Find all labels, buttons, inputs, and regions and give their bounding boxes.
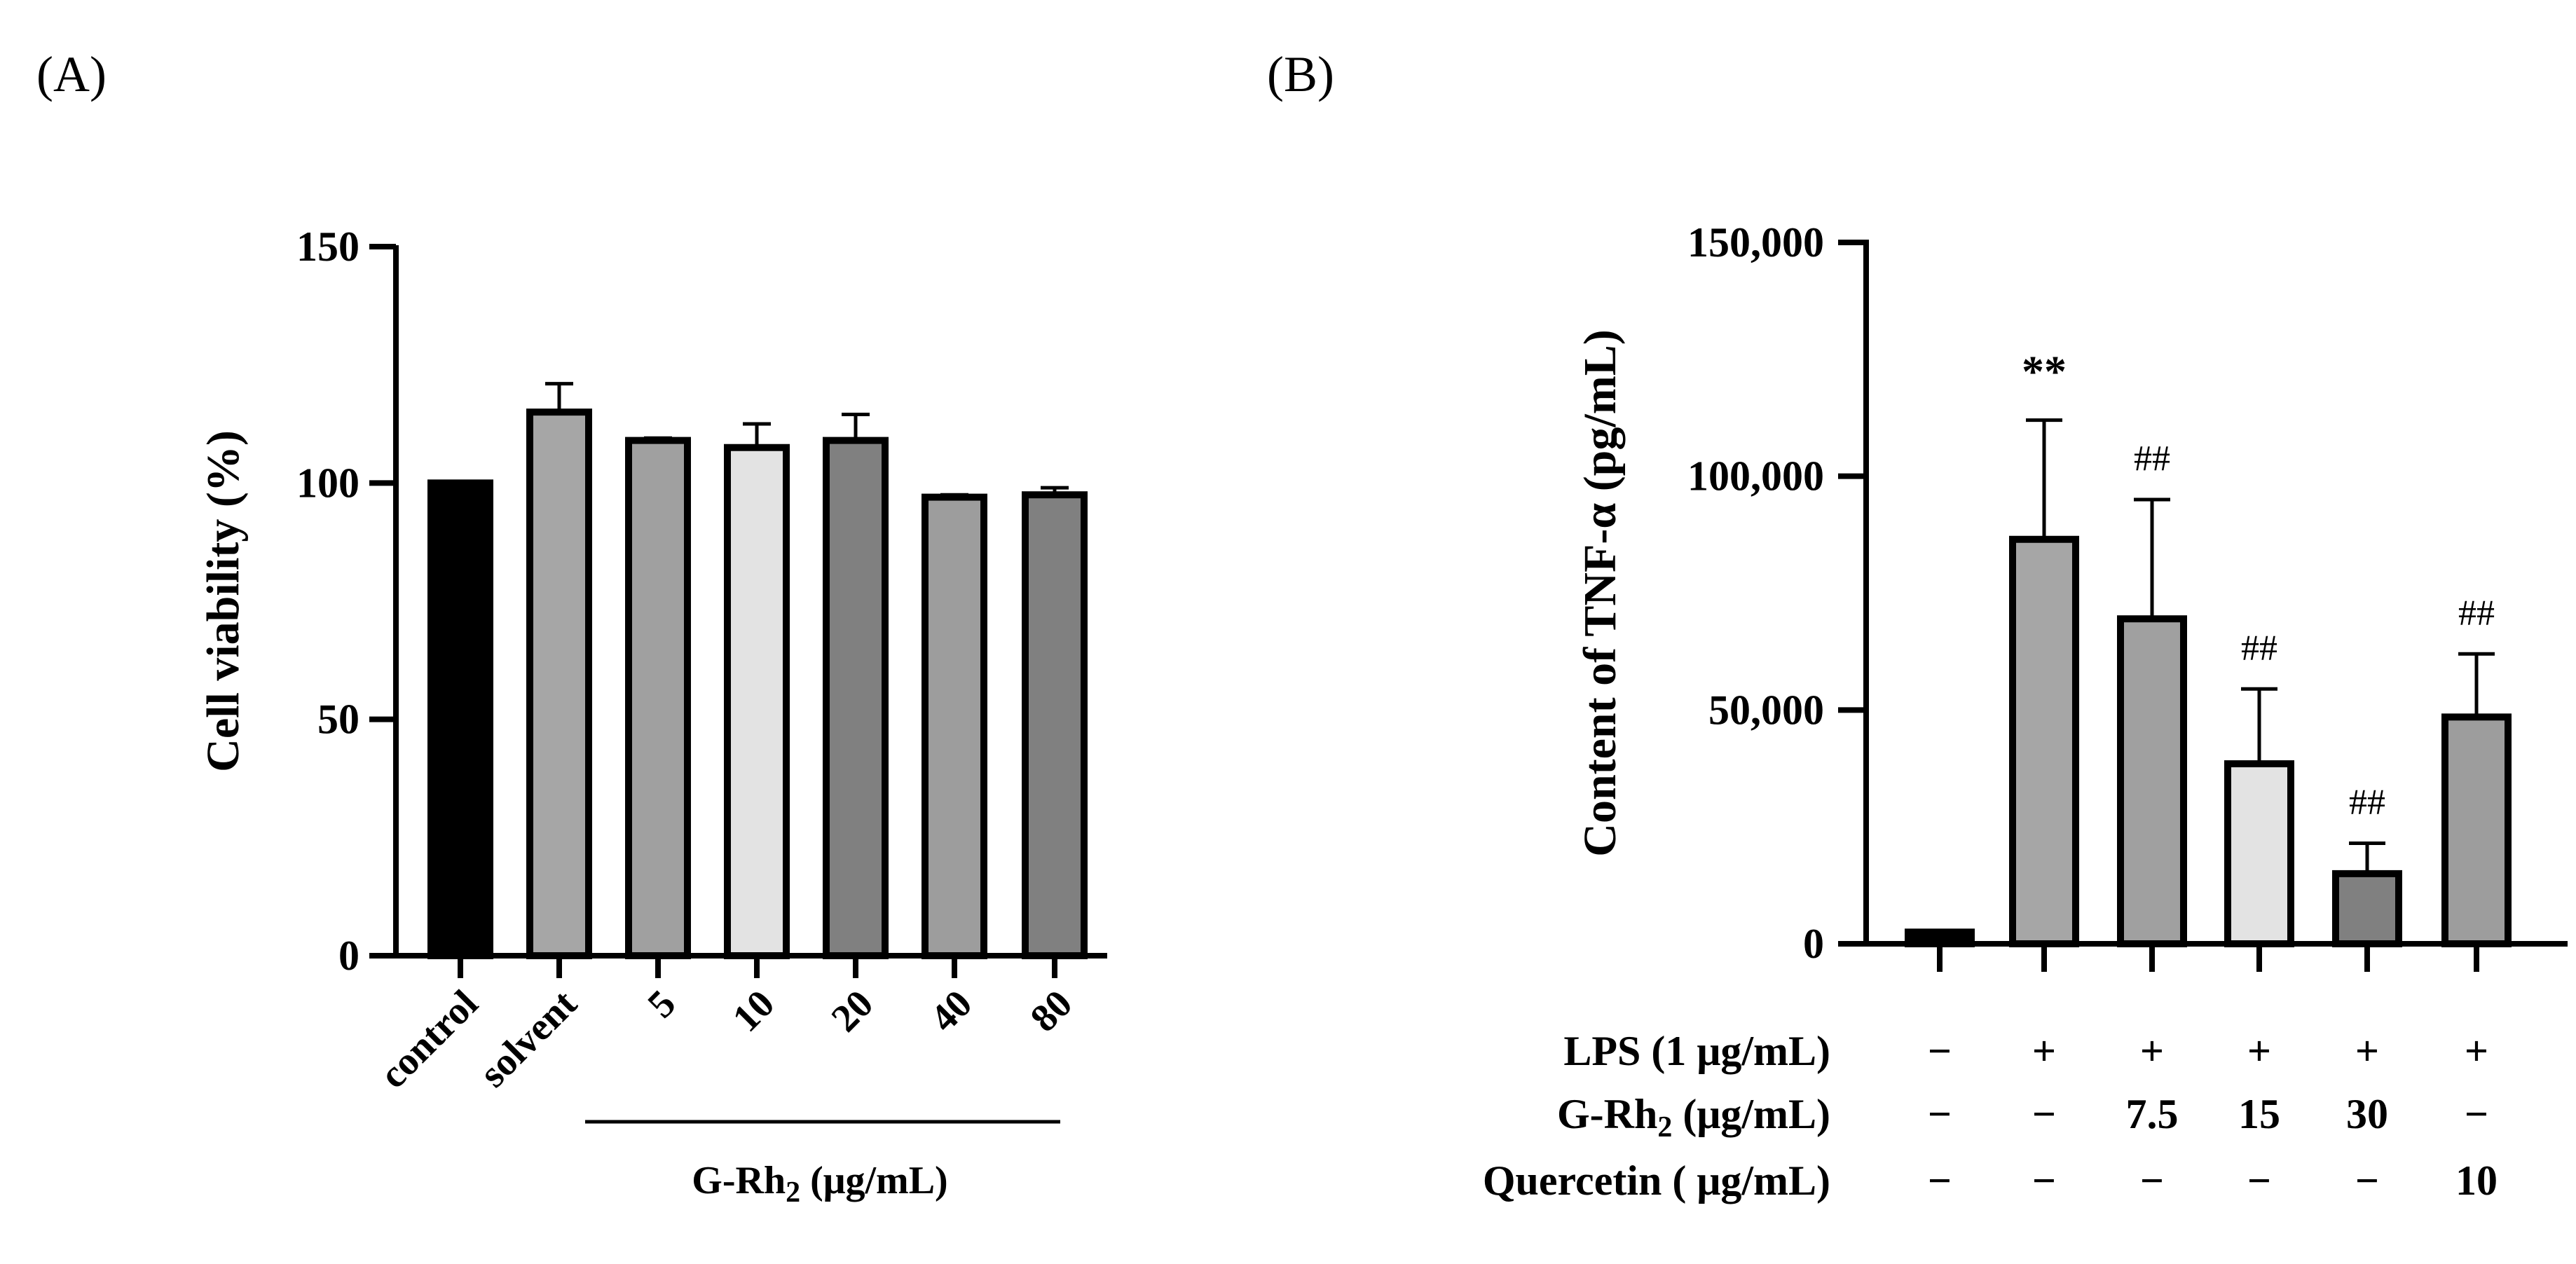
bar xyxy=(1022,491,1088,959)
bar xyxy=(2117,615,2187,947)
condition-value: − xyxy=(2355,1157,2379,1204)
condition-value: + xyxy=(2140,1028,2164,1074)
condition-value: 30 xyxy=(2346,1091,2388,1137)
condition-value: 7.5 xyxy=(2126,1091,2179,1137)
condition-value: − xyxy=(2465,1091,2488,1137)
bar xyxy=(724,444,790,959)
bar xyxy=(2332,870,2402,948)
bar xyxy=(2224,760,2294,947)
condition-value: − xyxy=(2032,1157,2056,1204)
y-axis-label: Cell viability (%) xyxy=(198,430,249,772)
y-tick-label: 100,000 xyxy=(1687,453,1824,500)
condition-value: − xyxy=(2140,1157,2164,1204)
condition-value: + xyxy=(2355,1028,2379,1074)
condition-value: − xyxy=(1928,1091,1952,1137)
condition-value: + xyxy=(2247,1028,2271,1074)
bar xyxy=(1905,928,1975,947)
condition-label: LPS (1 μg/mL) xyxy=(1563,1028,1830,1074)
panel-label-b: (B) xyxy=(1267,46,1334,102)
x-tick-label: 80 xyxy=(1022,982,1081,1040)
bar xyxy=(922,493,987,959)
condition-value: 10 xyxy=(2455,1157,2498,1204)
bar xyxy=(427,479,493,959)
chart-tnf-alpha: 0 50,000 100,000 150,000 Content of TNF-α (p… xyxy=(1483,219,2568,1204)
condition-value: + xyxy=(2032,1028,2056,1074)
condition-value: − xyxy=(1928,1157,1952,1204)
panel-label-a: (A) xyxy=(36,46,107,102)
condition-value: 15 xyxy=(2238,1091,2280,1137)
y-tick-label: 50,000 xyxy=(1708,687,1824,733)
group-label: G-Rh2 (μg/mL) xyxy=(692,1159,947,1209)
y-axis-label: Content of TNF-α (pg/mL) xyxy=(1575,329,1626,856)
condition-value: − xyxy=(2247,1157,2271,1204)
y-tick-label: 0 xyxy=(1803,921,1824,967)
x-tick-label: 40 xyxy=(922,982,980,1040)
significance-label: ## xyxy=(2241,628,2277,668)
bar xyxy=(625,437,691,959)
bar xyxy=(526,408,592,959)
y-tick-label: 150 xyxy=(296,224,359,270)
x-tick-label: 5 xyxy=(640,982,685,1026)
condition-value: − xyxy=(1928,1028,1952,1074)
x-tick-label: 10 xyxy=(725,982,783,1040)
significance-label: ** xyxy=(2022,347,2067,397)
significance-label: ## xyxy=(2458,593,2495,633)
condition-value: − xyxy=(2032,1091,2056,1137)
condition-label: Quercetin ( μg/mL) xyxy=(1483,1157,1830,1204)
condition-value: + xyxy=(2465,1028,2488,1074)
y-tick-label: 0 xyxy=(338,933,359,979)
significance-label: ## xyxy=(2134,439,2170,479)
significance-label: ## xyxy=(2349,783,2385,823)
chart-cell-viability: 0 50 100 150 Cell viability (%) controlsolven… xyxy=(198,224,1107,1209)
condition-label: G-Rh2 (μg/mL) xyxy=(1557,1091,1830,1143)
y-tick-label: 100 xyxy=(296,460,359,506)
x-tick-label: 20 xyxy=(823,982,882,1040)
x-tick-label: solvent xyxy=(472,982,586,1096)
y-tick-label: 50 xyxy=(317,696,359,743)
bar xyxy=(2009,535,2079,947)
y-tick-label: 150,000 xyxy=(1687,219,1824,266)
bar xyxy=(2441,713,2512,947)
x-tick-label: control xyxy=(371,982,486,1097)
bar xyxy=(823,437,889,959)
